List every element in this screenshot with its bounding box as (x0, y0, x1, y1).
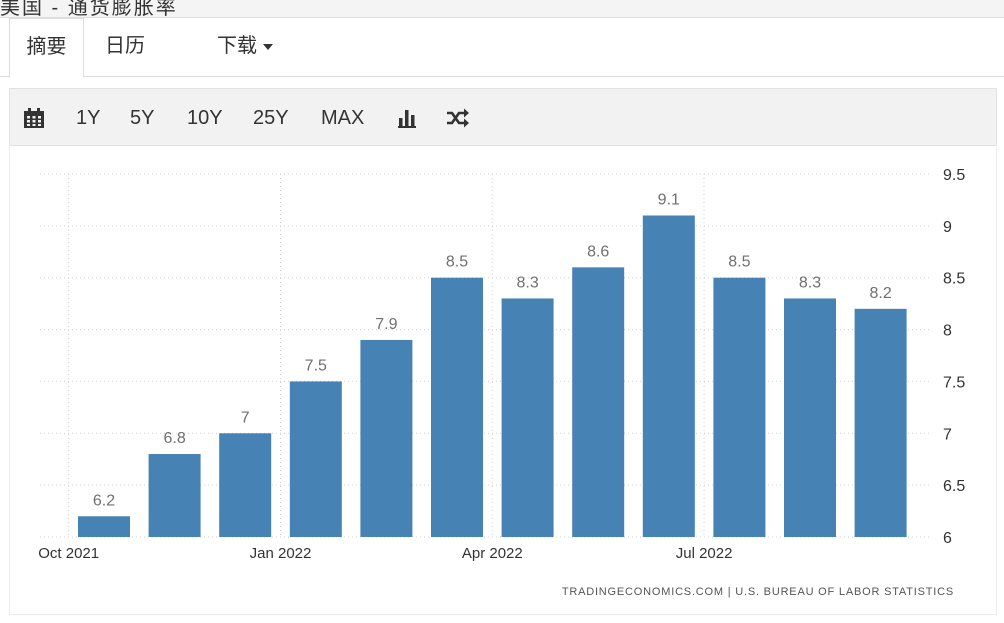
bar-value-label: 8.2 (869, 285, 891, 302)
bar-value-label: 8.6 (587, 243, 609, 260)
range-25y-button[interactable]: 25Y (253, 107, 289, 129)
bar (289, 381, 342, 537)
tab-summary[interactable]: 摘要 (9, 18, 84, 78)
chart-area: 6 6.5 7 7.5 8 8.5 9 9.5 Oct 2021 Jan 2022 Apr 2022… (9, 147, 997, 615)
bar (642, 215, 695, 537)
y-tick-label: 8.5 (943, 271, 965, 288)
bar (360, 339, 413, 537)
x-tick-label: Jan 2022 (250, 545, 312, 562)
tab-download[interactable]: 下载 (200, 18, 290, 76)
bar (431, 277, 483, 537)
bar-value-label: 8.3 (799, 274, 821, 291)
source-credit: TRADINGECONOMICS.COM | U.S. BUREAU OF LA… (561, 586, 954, 598)
y-tick-label: 7.5 (943, 374, 965, 391)
tab-download-label: 下载 (217, 35, 257, 57)
range-1y-button[interactable]: 1Y (76, 107, 101, 129)
bar (78, 516, 130, 537)
bar (501, 298, 554, 537)
y-tick-label: 7 (943, 426, 952, 443)
tab-bar: 摘要 日历 下载 (0, 18, 1004, 78)
x-tick-label: Apr 2022 (462, 545, 523, 562)
bar-value-label: 8.3 (516, 274, 538, 291)
bar-value-label: 6.2 (93, 492, 115, 509)
bar (713, 277, 766, 537)
bar-value-label: 7.5 (305, 357, 327, 374)
y-tick-label: 9 (943, 219, 952, 236)
bar-chart-icon[interactable] (396, 107, 418, 134)
tab-summary-label: 摘要 (26, 36, 67, 58)
range-max-button[interactable]: MAX (321, 107, 365, 129)
tab-calendar-label: 日历 (105, 35, 145, 57)
range-10y-button[interactable]: 10Y (187, 107, 223, 129)
bar-value-label: 8.5 (728, 254, 750, 271)
y-tick-label: 6 (943, 530, 952, 547)
inflation-bar-chart: 6 6.5 7 7.5 8 8.5 9 9.5 Oct 2021 Jan 2022 Apr 2022… (38, 167, 965, 562)
x-tick-label: Oct 2021 (38, 545, 99, 562)
y-tick-label: 9.5 (943, 167, 965, 184)
bar (572, 267, 625, 537)
shuffle-icon[interactable] (446, 107, 470, 134)
tab-calendar[interactable]: 日历 (90, 18, 160, 76)
bar (854, 308, 907, 537)
bar (219, 433, 272, 537)
bar-value-label: 8.5 (446, 254, 468, 271)
y-tick-label: 6.5 (943, 478, 965, 495)
calendar-icon[interactable] (23, 107, 45, 134)
bar (148, 454, 201, 537)
caret-down-icon (263, 43, 273, 50)
bar-value-label: 7 (241, 409, 250, 426)
bar-value-label: 9.1 (658, 191, 680, 208)
bar-value-label: 6.8 (163, 430, 185, 447)
bar-value-label: 7.9 (375, 316, 397, 333)
top-strip: 美国 - 通货膨胀率 (0, 0, 1004, 19)
y-tick-label: 8 (943, 323, 952, 340)
range-5y-button[interactable]: 5Y (130, 107, 155, 129)
page-heading: 美国 - 通货膨胀率 (0, 0, 178, 19)
bar (784, 298, 836, 537)
chart-toolbar: 1Y 5Y 10Y 25Y MAX (9, 88, 997, 146)
x-tick-label: Jul 2022 (676, 545, 733, 562)
